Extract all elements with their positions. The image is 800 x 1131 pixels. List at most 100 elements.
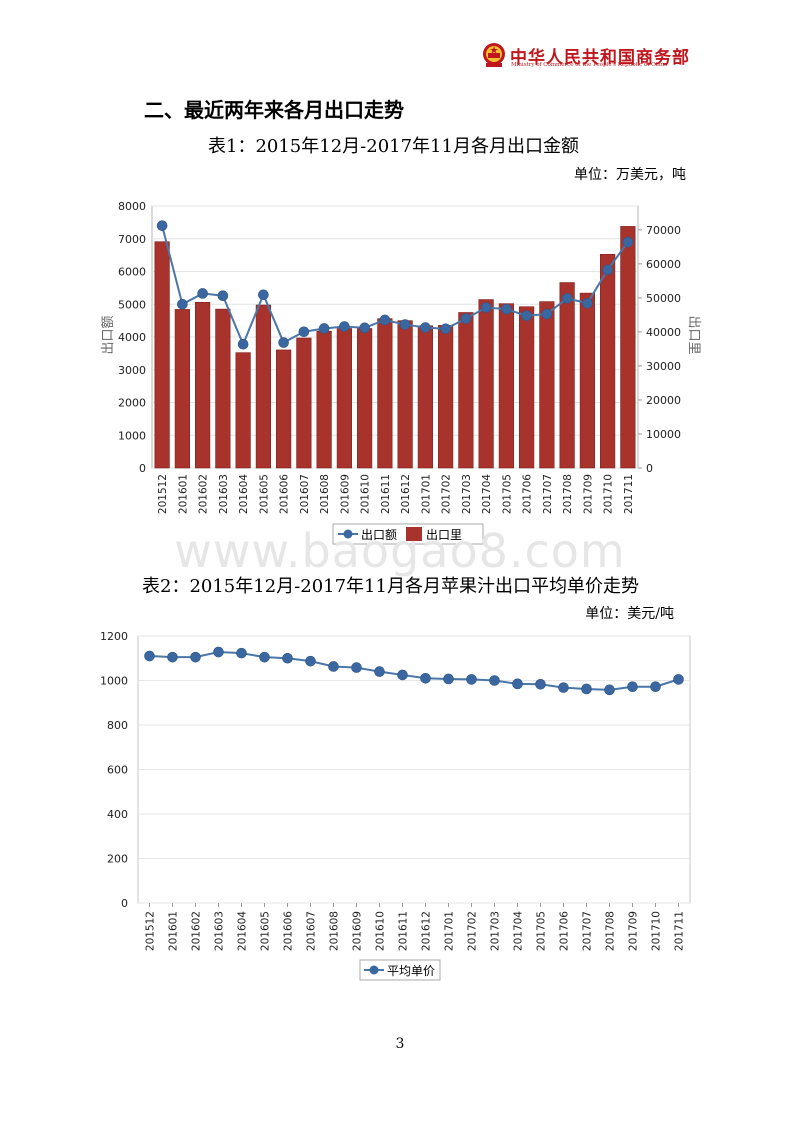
point-average-price — [213, 646, 224, 658]
chart1-y-axis-title: 出口额 — [101, 315, 116, 354]
x-tick-label: 201709 — [628, 911, 640, 951]
point-average-price — [144, 650, 155, 662]
point-average-price — [558, 682, 569, 693]
x-tick-label: 201704 — [481, 474, 493, 514]
x-tick-label: 201611 — [398, 911, 410, 951]
x-tick-label: 201702 — [467, 911, 479, 951]
point-export-value — [602, 264, 613, 276]
point-export-value — [156, 220, 168, 231]
y-tick-label: 2000 — [118, 397, 146, 410]
chart1-line-series — [156, 220, 634, 350]
point-export-value — [521, 310, 532, 322]
x-tick-label: 201605 — [260, 911, 272, 951]
point-average-price — [650, 681, 661, 693]
point-export-value — [440, 323, 451, 335]
bar-export-volume — [195, 301, 211, 469]
point-average-price — [328, 661, 339, 672]
x-tick-label: 201707 — [542, 474, 554, 514]
chart2-axes: 0 200 400 600 800 1000 1200 201512 201601 201602 2… — [100, 630, 686, 951]
point-export-value — [237, 338, 249, 350]
section-heading: 二、最近两年来各月出口走势 — [144, 98, 404, 122]
legend-label-average-price: 平均单价 — [387, 964, 435, 978]
point-average-price — [282, 652, 293, 664]
point-average-price — [512, 678, 523, 690]
chart1-legend: 出口额 出口里 — [332, 523, 484, 545]
x-tick-label: 201711 — [674, 911, 686, 951]
chart1-axes: 0 1000 2000 3000 4000 5000 6000 7000 8000 0 10000 2… — [118, 200, 681, 514]
x-tick-label: 201602 — [191, 911, 203, 951]
point-export-value — [339, 321, 350, 332]
bar-export-volume — [438, 325, 454, 469]
point-average-price — [489, 675, 500, 686]
y-tick-label: 4000 — [118, 331, 146, 344]
y-tick-label: 1000 — [118, 429, 146, 442]
x-tick-label: 201704 — [513, 911, 525, 951]
watermark: www.baogao8.com — [174, 524, 626, 578]
x-tick-label: 201706 — [522, 474, 534, 514]
point-average-price — [167, 651, 178, 663]
y-tick-label: 6000 — [118, 266, 146, 279]
bar-export-volume — [600, 254, 616, 469]
x-tick-label: 201710 — [603, 474, 615, 514]
point-export-value — [298, 326, 310, 338]
average-price-chart: 0 200 400 600 800 1000 1200 201512 201601 201602 2… — [100, 630, 691, 981]
point-average-price — [236, 647, 247, 659]
point-average-price — [581, 683, 592, 695]
x-tick-label: 201607 — [306, 911, 318, 951]
x-tick-label: 201602 — [198, 474, 210, 514]
point-export-value — [399, 319, 411, 330]
x-tick-label: 201605 — [258, 474, 270, 514]
x-tick-label: 201708 — [605, 911, 617, 951]
point-export-value — [197, 288, 208, 299]
bar-export-volume — [336, 328, 352, 469]
bar-export-volume — [559, 282, 575, 469]
point-average-price — [374, 666, 385, 677]
x-tick-label: 201701 — [420, 474, 432, 514]
point-export-value — [177, 298, 188, 310]
legend-line-marker-icon — [369, 965, 379, 975]
bar-export-volume — [296, 337, 312, 469]
y-tick-label: 1000 — [100, 675, 128, 688]
point-average-price — [466, 674, 477, 685]
x-tick-label: 201612 — [400, 474, 412, 514]
point-export-value — [501, 303, 512, 315]
page-number: 3 — [395, 1036, 405, 1052]
y-tick-label: 800 — [107, 719, 128, 732]
bar-export-volume — [539, 301, 555, 469]
bar-export-volume — [478, 299, 494, 469]
chart2-line-series — [144, 646, 684, 696]
bar-export-volume — [174, 309, 190, 469]
y2-tick-label: 0 — [646, 462, 653, 475]
y2-tick-label: 50000 — [646, 292, 681, 305]
bar-export-volume — [417, 325, 433, 469]
x-tick-label: 201610 — [375, 911, 387, 951]
point-average-price — [351, 662, 362, 673]
ministry-name-cn: 中华人民共和国商务部 — [510, 48, 690, 68]
national-emblem-icon — [483, 43, 505, 67]
point-export-value — [258, 289, 269, 301]
x-tick-label: 201606 — [279, 474, 291, 514]
x-tick-label: 201701 — [444, 911, 456, 951]
y2-tick-label: 30000 — [646, 360, 681, 373]
point-export-value — [622, 236, 634, 248]
chart1-caption: 表1：2015年12月-2017年11月各月出口金额 — [208, 136, 579, 157]
chart2-grid — [137, 635, 691, 904]
bar-export-volume — [579, 292, 595, 469]
point-export-value — [359, 322, 370, 334]
export-value-volume-chart: 0 1000 2000 3000 4000 5000 6000 7000 8000 0 10000 2… — [101, 200, 701, 545]
bar-export-volume — [377, 318, 393, 469]
x-tick-label: 201705 — [501, 474, 513, 514]
point-export-value — [541, 308, 553, 320]
x-tick-label: 201702 — [441, 474, 453, 514]
bar-export-volume — [519, 306, 535, 469]
bar-export-volume — [235, 352, 251, 469]
bar-export-volume — [458, 312, 474, 469]
x-tick-label: 201706 — [559, 911, 571, 951]
y-tick-label: 200 — [107, 853, 128, 866]
x-tick-label: 201601 — [177, 474, 189, 514]
x-tick-label: 201703 — [490, 911, 502, 951]
point-average-price — [673, 674, 684, 685]
bar-export-volume — [620, 226, 636, 469]
x-tick-label: 201609 — [339, 474, 351, 514]
point-export-value — [460, 313, 472, 324]
